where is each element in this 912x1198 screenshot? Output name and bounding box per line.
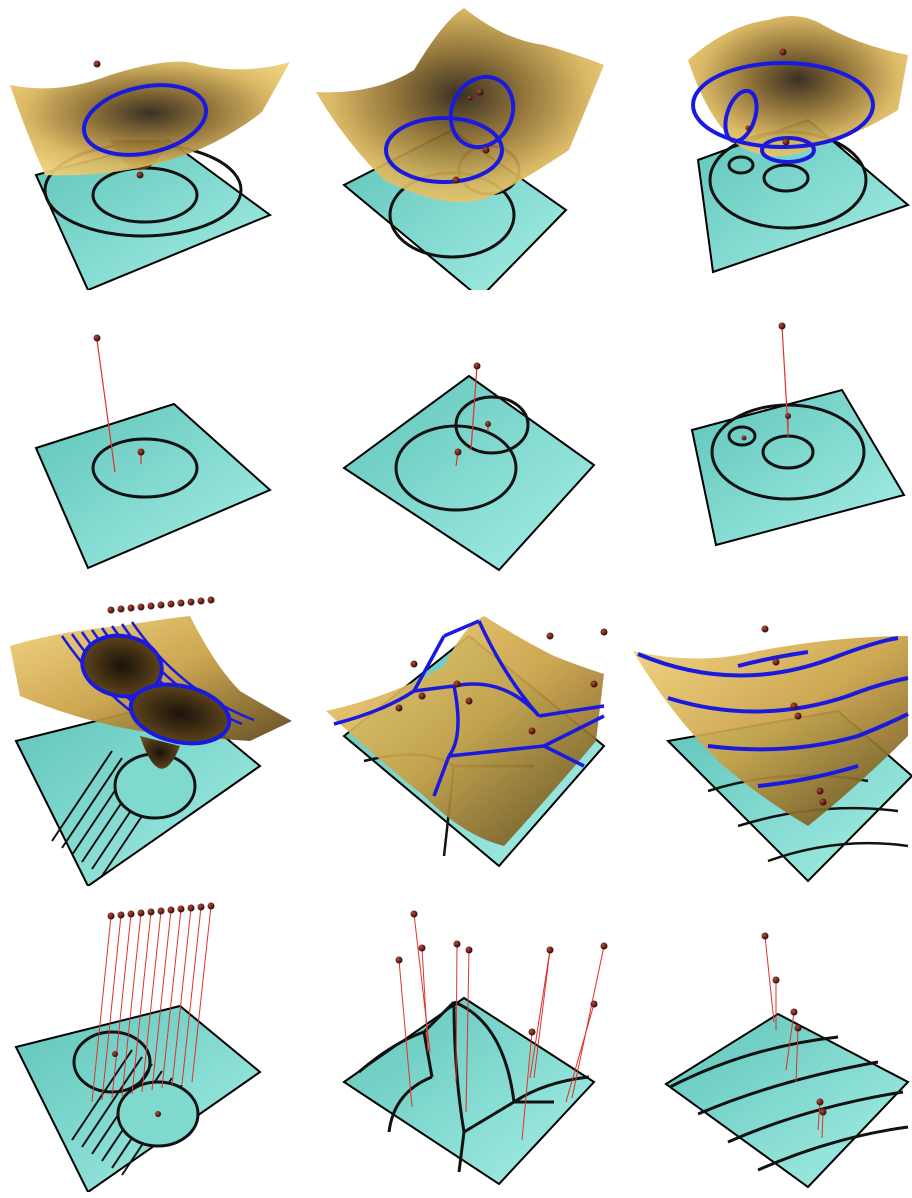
- panel-r4c2-graphic: [342, 910, 608, 1186]
- base-plane: [34, 402, 272, 570]
- site-point: [485, 421, 491, 427]
- site-point: [741, 435, 747, 441]
- panel-r3c1-graphic: [10, 596, 292, 886]
- panel-r2c1: [0, 300, 304, 590]
- panel-r1c1: [0, 0, 304, 290]
- panel-r3c3-graphic: [633, 625, 912, 883]
- lifted-circle: [448, 74, 516, 150]
- site-cluster: [395, 910, 608, 1036]
- surface-cone: [140, 736, 180, 769]
- site-row: [107, 902, 215, 1117]
- site-point: [137, 448, 145, 456]
- lift-lines: [91, 905, 212, 1103]
- lift-lines: [398, 913, 605, 1141]
- projected-circle: [72, 1030, 152, 1094]
- site-point: [745, 125, 751, 131]
- panel-r3c2-graphic: [326, 616, 608, 868]
- projected-circle: [454, 395, 530, 455]
- site-cluster: [395, 628, 608, 735]
- projected-circle: [762, 163, 810, 193]
- site-column: [761, 625, 827, 806]
- panel-r4c1-graphic: [14, 902, 262, 1192]
- lift-line: [96, 339, 116, 473]
- panel-r2c2-graphic: [342, 362, 596, 572]
- projected-circle: [727, 155, 755, 175]
- lift-line: [781, 325, 789, 431]
- panel-r4c2: [304, 902, 608, 1192]
- site-point: [476, 88, 484, 96]
- lifted-circle: [723, 88, 759, 144]
- site-point: [136, 171, 144, 179]
- lifted-circle: [80, 633, 164, 699]
- lifted-circle: [384, 116, 504, 184]
- site-point: [482, 146, 490, 154]
- lifted-circle: [760, 136, 816, 164]
- site-column: [761, 932, 827, 1116]
- lifted-circle-outer: [691, 61, 875, 149]
- panel-r4c3-graphic: [664, 932, 910, 1189]
- site-row: [107, 596, 215, 614]
- panel-r2c3-graphic: [690, 322, 906, 547]
- projected-circle: [727, 425, 757, 447]
- lifted-arcs: [637, 636, 909, 788]
- site-point: [93, 60, 101, 68]
- panel-r1c1-graphic: [10, 60, 290, 290]
- lifted-surface: [633, 636, 908, 826]
- panel-r2c3: [608, 300, 912, 590]
- lifted-voronoi: [333, 619, 605, 797]
- lifted-surface: [688, 16, 908, 157]
- panel-r4c1: [0, 902, 304, 1192]
- panel-r1c3: [608, 0, 912, 290]
- site-point: [782, 138, 790, 146]
- panel-r4c3: [608, 902, 912, 1192]
- lift-lines: [764, 935, 824, 1139]
- lifted-circle: [128, 682, 232, 746]
- site-point: [779, 48, 787, 56]
- panel-r3c2: [304, 596, 608, 886]
- base-plane: [342, 374, 596, 572]
- panel-r1c2-graphic: [316, 8, 604, 290]
- lift-line: [470, 365, 478, 451]
- lifted-circle: [81, 83, 209, 157]
- panel-r2c1-graphic: [34, 334, 272, 570]
- site-point: [778, 322, 786, 330]
- site-point: [467, 95, 473, 101]
- site-point: [454, 448, 462, 456]
- site-point: [452, 176, 460, 184]
- projected-voronoi: [358, 1000, 590, 1173]
- lifted-surface: [326, 616, 604, 846]
- projected-arcs: [669, 1035, 909, 1172]
- panel-r1c3-graphic: [688, 16, 910, 274]
- base-plane: [664, 1012, 910, 1189]
- projected-circle: [91, 437, 199, 499]
- panel-r3c1: [0, 596, 304, 886]
- site-point: [785, 413, 791, 419]
- lifted-surface: [10, 61, 290, 176]
- base-plane: [342, 996, 596, 1186]
- site-point: [473, 362, 481, 370]
- lifted-surface: [316, 8, 604, 203]
- panel-r2c2: [304, 300, 608, 590]
- panel-r3c3: [608, 596, 912, 886]
- site-point: [93, 334, 101, 342]
- projected-circle-outer: [710, 403, 866, 501]
- panel-r1c2: [304, 0, 608, 290]
